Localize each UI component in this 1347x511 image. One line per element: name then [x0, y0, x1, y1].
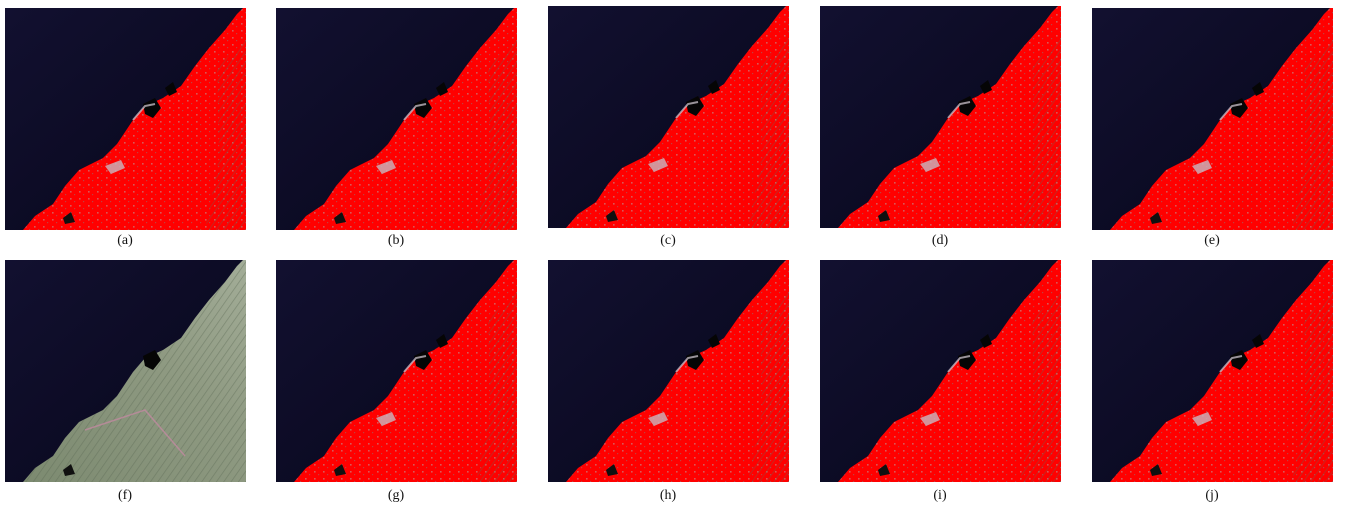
panel-image	[548, 260, 789, 482]
panel-caption: (g)	[388, 488, 405, 503]
panel-caption: (i)	[933, 488, 947, 503]
panel-caption: (b)	[388, 233, 405, 248]
panel-caption: (j)	[1205, 488, 1219, 503]
panel-caption: (h)	[660, 488, 677, 503]
panel-caption: (d)	[932, 233, 949, 248]
panel-caption: (f)	[118, 488, 132, 503]
panel-image	[820, 6, 1061, 228]
panel-caption: (a)	[117, 233, 133, 248]
panel-image	[5, 260, 246, 482]
panel-image	[276, 8, 517, 230]
panel-image	[276, 260, 517, 482]
panel-caption: (e)	[1204, 233, 1220, 248]
panel-image	[1092, 8, 1333, 230]
panel-image	[5, 8, 246, 230]
panel-image	[548, 6, 789, 228]
panel-image	[820, 260, 1061, 482]
panel-caption: (c)	[660, 233, 676, 248]
panel-image	[1092, 260, 1333, 482]
figure: (a) (b) (c) (d) (e) (f) (g) (h) (i) (j)	[0, 0, 1347, 511]
